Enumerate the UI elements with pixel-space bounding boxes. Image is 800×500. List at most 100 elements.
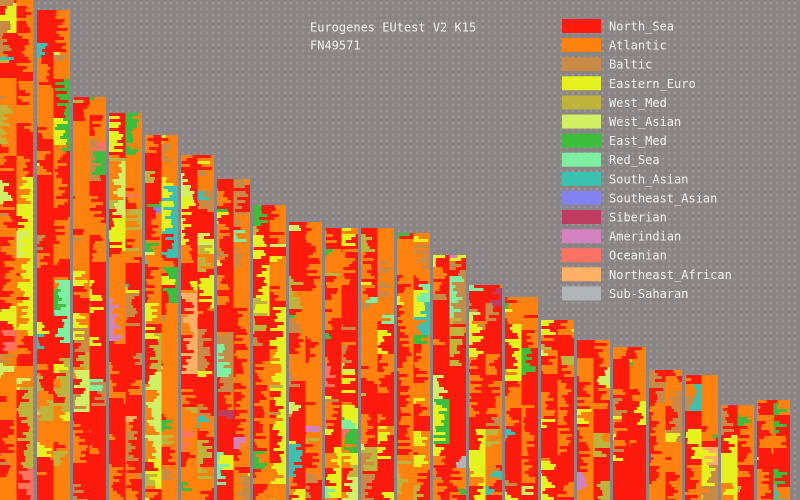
- painting-segment: [0, 237, 15, 240]
- painting-segment: [233, 281, 244, 284]
- painting-segment: [217, 413, 219, 416]
- painting-segment: [233, 326, 250, 329]
- painting-segment: [53, 316, 68, 319]
- painting-segment: [53, 91, 67, 94]
- painting-segment: [161, 141, 163, 144]
- painting-segment: [125, 173, 129, 176]
- painting-segment: [181, 458, 198, 461]
- painting-segment: [361, 243, 378, 246]
- painting-segment: [233, 278, 242, 281]
- painting-segment: [125, 167, 142, 170]
- painting-segment: [125, 428, 142, 431]
- painting-segment: [145, 474, 158, 477]
- painting-segment: [145, 435, 162, 438]
- painting-segment: [73, 478, 90, 481]
- painting-segment: [289, 441, 296, 444]
- painting-segment: [161, 267, 164, 270]
- painting-segment: [89, 454, 102, 457]
- painting-segment: [197, 458, 203, 461]
- painting-segment: [109, 395, 126, 398]
- painting-segment: [0, 33, 4, 36]
- painting-segment: [125, 425, 133, 428]
- painting-segment: [305, 351, 322, 354]
- painting-segment: [53, 121, 68, 124]
- painting-segment: [305, 291, 311, 294]
- painting-segment: [89, 247, 106, 250]
- painting-segment: [361, 309, 369, 312]
- painting-segment: [341, 330, 358, 333]
- painting-segment: [145, 375, 162, 378]
- painting-segment: [253, 361, 263, 364]
- painting-segment: [325, 393, 342, 396]
- painting-segment: [341, 495, 349, 498]
- painting-segment: [341, 231, 343, 234]
- painting-segment: [145, 264, 162, 267]
- painting-segment: [161, 354, 178, 357]
- painting-segment: [16, 453, 24, 456]
- painting-segment: [197, 356, 205, 359]
- painting-segment: [16, 348, 28, 351]
- painting-segment: [125, 386, 140, 389]
- painting-segment: [305, 369, 320, 372]
- painting-segment: [289, 249, 303, 252]
- painting-segment: [145, 477, 150, 480]
- painting-segment: [37, 163, 54, 166]
- painting-segment: [233, 455, 238, 458]
- painting-segment: [253, 307, 270, 310]
- painting-segment: [37, 385, 42, 388]
- painting-segment: [361, 357, 362, 360]
- painting-segment: [73, 142, 82, 145]
- painting-segment: [0, 159, 7, 162]
- painting-segment: [89, 229, 104, 232]
- painting-segment: [181, 221, 198, 224]
- painting-segment: [89, 127, 94, 130]
- painting-segment: [161, 459, 169, 462]
- painting-segment: [53, 487, 60, 490]
- painting-segment: [53, 421, 61, 424]
- painting-segment: [109, 476, 114, 479]
- painting-segment: [16, 144, 28, 147]
- painting-segment: [0, 66, 8, 69]
- painting-segment: [89, 112, 105, 115]
- painting-segment: [361, 300, 378, 303]
- painting-segment: [253, 436, 266, 439]
- painting-segment: [361, 354, 376, 357]
- painting-segment: [109, 377, 126, 380]
- painting-segment: [361, 273, 371, 276]
- painting-segment: [197, 401, 214, 404]
- painting-segment: [289, 495, 299, 498]
- painting-segment: [0, 495, 17, 498]
- painting-segment: [16, 114, 33, 117]
- painting-segment: [109, 458, 126, 461]
- painting-segment: [305, 348, 322, 351]
- painting-segment: [253, 337, 257, 340]
- painting-segment: [16, 192, 30, 195]
- painting-segment: [53, 430, 58, 433]
- painting-segment: [89, 124, 101, 127]
- painting-segment: [0, 489, 17, 492]
- painting-segment: [289, 237, 306, 240]
- painting-segment: [253, 229, 259, 232]
- painting-segment: [125, 197, 142, 200]
- painting-segment: [181, 473, 198, 476]
- painting-segment: [325, 435, 327, 438]
- painting-segment: [109, 176, 120, 179]
- painting-segment: [73, 205, 87, 208]
- painting-segment: [197, 467, 202, 470]
- painting-segment: [197, 431, 209, 434]
- painting-segment: [125, 341, 142, 344]
- painting-segment: [253, 310, 254, 313]
- painting-segment: [325, 411, 338, 414]
- painting-segment: [233, 353, 250, 356]
- painting-segment: [89, 205, 96, 208]
- painting-segment: [145, 282, 147, 285]
- painting-segment: [109, 374, 111, 377]
- painting-segment: [341, 411, 355, 414]
- painting-segment: [161, 474, 169, 477]
- painting-segment: [73, 421, 90, 424]
- painting-segment: [217, 314, 234, 317]
- painting-segment: [197, 476, 212, 479]
- painting-segment: [305, 408, 318, 411]
- painting-segment: [37, 100, 42, 103]
- painting-segment: [341, 342, 356, 345]
